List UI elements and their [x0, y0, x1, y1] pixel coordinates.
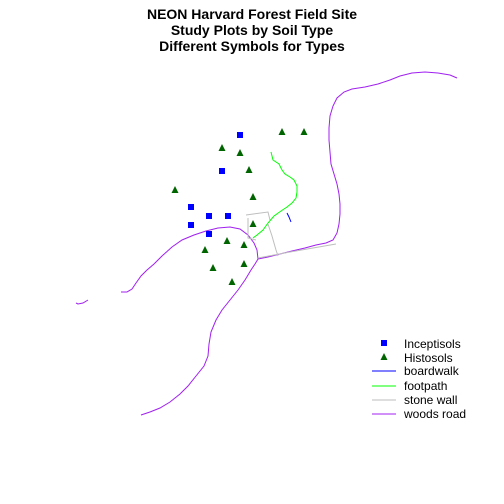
title-line-3: Different Symbols for Types: [159, 38, 345, 54]
histosols-plot-marker: [278, 128, 286, 135]
histosols-plot-marker: [228, 278, 236, 285]
inceptisols-plot-marker: [206, 213, 212, 219]
legend-item-footpath: footpath: [372, 379, 447, 393]
woods-road-main: [140, 258, 259, 416]
histosols-plot-marker: [201, 246, 209, 253]
woods-road-layer: [75, 71, 458, 416]
stone-wall-layer: [245, 211, 337, 259]
inceptisols-plot-marker: [188, 222, 194, 228]
legend-label: Histosols: [404, 351, 453, 365]
histosols-plot-marker: [171, 186, 179, 193]
histosols-plot-marker: [223, 237, 231, 244]
title-line-1: NEON Harvard Forest Field Site: [147, 6, 357, 22]
legend-item-histosols: Histosols: [380, 351, 453, 365]
inceptisols-plot-marker: [219, 168, 225, 174]
square-marker-icon: [381, 340, 387, 346]
stone-wall-segment: [247, 218, 257, 241]
stone-wall-segment: [257, 243, 337, 259]
histosols-plot-marker: [300, 128, 308, 135]
histosols-plot-marker: [236, 149, 244, 156]
stone-wall-segment: [267, 223, 279, 257]
map-title: NEON Harvard Forest Field Site Study Plo…: [147, 6, 357, 54]
title-line-2: Study Plots by Soil Type: [171, 22, 334, 38]
woods-road-stub: [75, 299, 89, 305]
legend-label: stone wall: [404, 393, 457, 407]
legend-label: footpath: [404, 379, 447, 393]
histosols-plot-marker: [249, 220, 257, 227]
legend: Inceptisols Histosols boardwalk footpath…: [372, 337, 466, 421]
histosols-plot-marker: [218, 144, 226, 151]
histosols-plot-marker: [245, 166, 253, 173]
legend-item-stone-wall: stone wall: [372, 393, 457, 407]
stone-wall-segment: [245, 211, 271, 221]
inceptisols-plot-marker: [237, 132, 243, 138]
triangle-marker-icon: [380, 353, 388, 360]
histosols-plot-marker: [209, 264, 217, 271]
inceptisols-plot-marker: [206, 231, 212, 237]
histosols-plot-marker: [240, 241, 248, 248]
legend-label: boardwalk: [404, 364, 460, 378]
histosols-plot-marker: [240, 260, 248, 267]
legend-label: Inceptisols: [404, 337, 461, 351]
legend-item-woods-road: woods road: [372, 407, 466, 421]
inceptisols-plot-marker: [225, 213, 231, 219]
legend-label: woods road: [403, 407, 466, 421]
inceptisols-plot-marker: [188, 204, 194, 210]
plots-layer: [171, 128, 308, 285]
woods-road-north: [257, 71, 458, 260]
woods-road-west: [121, 226, 259, 293]
footpath-line: [252, 151, 298, 239]
legend-item-boardwalk: boardwalk: [372, 364, 460, 378]
legend-item-inceptisols: Inceptisols: [381, 337, 461, 351]
histosols-plot-marker: [249, 193, 257, 200]
boardwalk-line: [286, 212, 292, 223]
